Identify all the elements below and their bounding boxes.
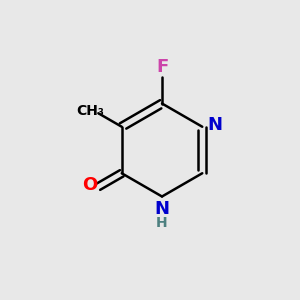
- Text: H: H: [156, 216, 168, 230]
- Text: N: N: [154, 200, 169, 217]
- Text: CH₃: CH₃: [76, 104, 104, 118]
- Text: N: N: [207, 116, 222, 134]
- Text: O: O: [82, 176, 97, 194]
- Text: F: F: [156, 58, 168, 76]
